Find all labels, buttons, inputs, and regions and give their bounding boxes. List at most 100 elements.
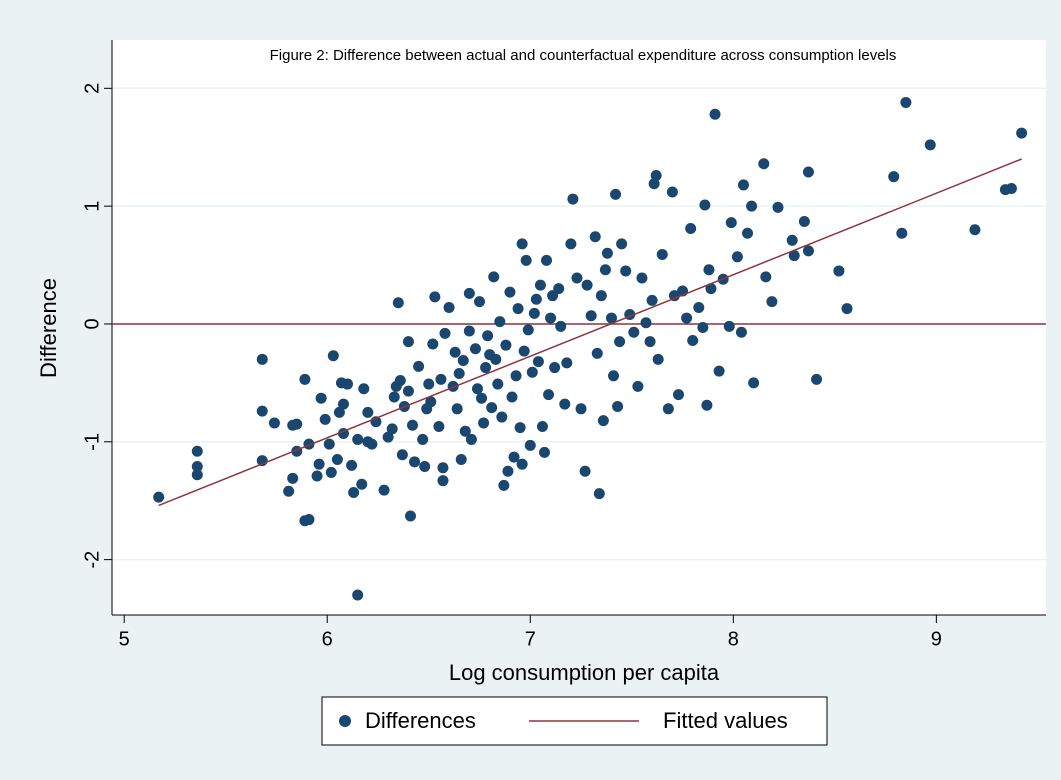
scatter-point: [666, 186, 678, 198]
scatter-point: [488, 271, 500, 283]
scatter-point: [291, 418, 303, 430]
scatter-point: [687, 334, 699, 346]
scatter-point: [614, 336, 626, 348]
scatter-point: [504, 286, 516, 298]
scatter-point: [597, 415, 609, 427]
scatter-point: [737, 179, 749, 191]
scatter-point: [299, 373, 311, 385]
scatter-point: [969, 224, 981, 236]
scatter-point: [394, 375, 406, 387]
scatter-point: [543, 389, 555, 401]
scatter-point: [713, 365, 725, 377]
scatter-point: [833, 265, 845, 277]
scatter-point: [392, 297, 404, 309]
scatter-point: [581, 279, 593, 291]
scatter-point: [512, 303, 524, 315]
scatter-point: [191, 461, 203, 473]
scatter-point: [443, 301, 455, 313]
scatter-point: [652, 353, 664, 365]
scatter-point: [742, 227, 754, 239]
scatter-point: [366, 438, 378, 450]
scatter-point: [402, 385, 414, 397]
scatter-point: [325, 466, 337, 478]
scatter-point: [528, 307, 540, 319]
scatter-point: [283, 485, 295, 497]
scatter-point: [526, 366, 538, 378]
scatter-point: [896, 227, 908, 239]
scatter-point: [798, 215, 810, 227]
y-tick-label: 2: [81, 83, 103, 94]
scatter-point: [656, 248, 668, 260]
scatter-point: [545, 312, 557, 324]
scatter-point: [191, 445, 203, 457]
scatter-point: [685, 223, 697, 235]
scatter-point: [640, 317, 652, 329]
scatter-point: [417, 433, 429, 445]
scatter-point: [482, 330, 494, 342]
scatter-point: [356, 478, 368, 490]
scatter-point: [585, 310, 597, 322]
x-tick-label: 8: [728, 628, 739, 650]
scatter-point: [668, 290, 680, 302]
x-axis-label: Log consumption per capita: [449, 660, 720, 685]
scatter-point: [496, 411, 508, 423]
scatter-point: [575, 403, 587, 415]
scatter-point: [407, 419, 419, 431]
scatter-point: [287, 472, 299, 484]
scatter-point: [841, 303, 853, 315]
scatter-point: [486, 402, 498, 414]
scatter-point: [268, 417, 280, 429]
scatter-point: [534, 279, 546, 291]
scatter-point: [474, 296, 486, 308]
plot-area: [112, 40, 1046, 615]
scatter-point: [731, 251, 743, 263]
scatter-point: [352, 589, 364, 601]
scatter-point: [802, 245, 814, 257]
scatter-point: [620, 265, 632, 277]
scatter-point: [758, 158, 770, 170]
scatter-point: [413, 360, 425, 372]
scatter-point: [536, 420, 548, 432]
scatter-point: [342, 378, 354, 390]
y-tick-label: 0: [81, 318, 103, 329]
scatter-point: [433, 420, 445, 432]
scatter-point: [760, 271, 772, 283]
scatter-point: [459, 425, 471, 437]
scatter-point: [388, 391, 400, 403]
scatter-point: [319, 413, 331, 425]
scatter-point: [599, 264, 611, 276]
scatter-point: [672, 389, 684, 401]
scatter-point: [559, 398, 571, 410]
scatter-point: [632, 380, 644, 392]
scatter-point: [561, 357, 573, 369]
legend-marker: [339, 715, 351, 727]
scatter-point: [725, 217, 737, 229]
y-axis-label: Difference: [36, 278, 61, 378]
scatter-point: [480, 362, 492, 374]
scatter-point: [313, 458, 325, 470]
scatter-point: [453, 367, 465, 379]
scatter-point: [256, 405, 268, 417]
scatter-point: [595, 290, 607, 302]
scatter-point: [766, 296, 778, 308]
scatter-point: [478, 417, 490, 429]
scatter-point: [404, 510, 416, 522]
scatter-point: [567, 193, 579, 205]
scatter-point: [455, 453, 467, 465]
y-tick-label: 1: [81, 201, 103, 212]
scatter-point: [510, 370, 522, 382]
scatter-point: [447, 380, 459, 392]
scatter-point: [612, 400, 624, 412]
scatter-point: [565, 238, 577, 250]
scatter-point: [463, 325, 475, 337]
scatter-point: [437, 462, 449, 474]
scatter-point: [256, 353, 268, 365]
scatter-point: [703, 264, 715, 276]
chart-title: Figure 2: Difference between actual and …: [270, 47, 897, 64]
scatter-point: [701, 399, 713, 411]
scatter-point: [449, 346, 461, 358]
scatter-point: [636, 272, 648, 284]
scatter-point: [522, 324, 534, 336]
scatter-point: [419, 461, 431, 473]
scatter-point: [409, 456, 421, 468]
